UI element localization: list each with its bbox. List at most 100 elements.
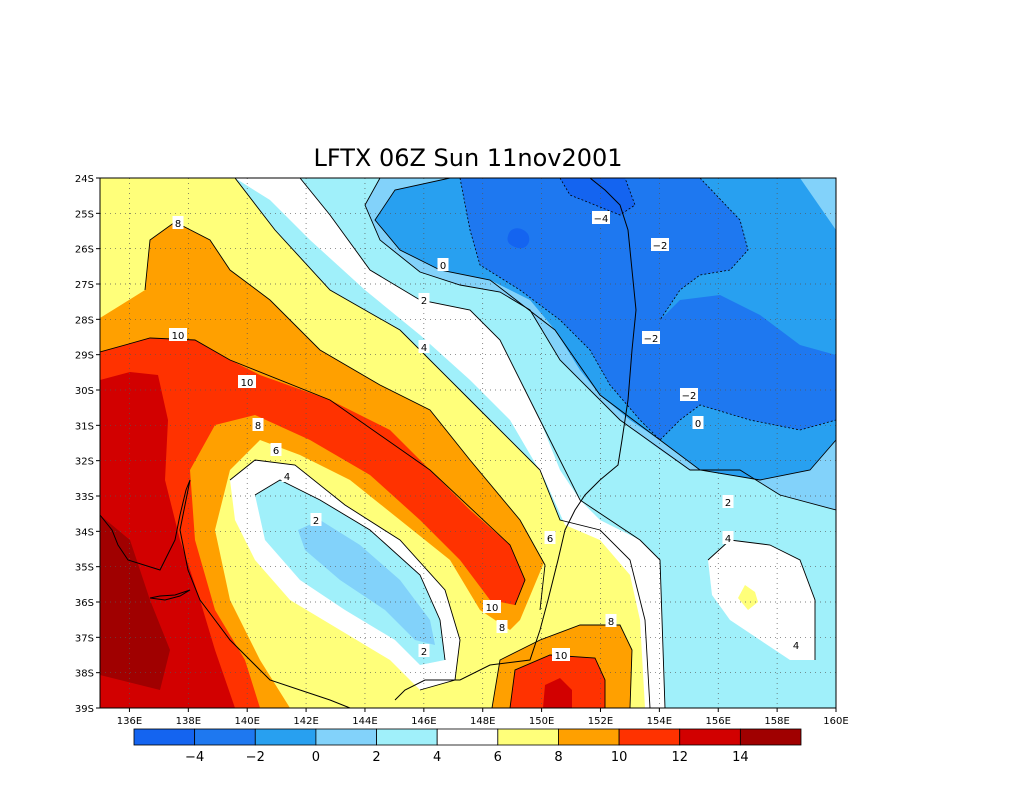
contour-label: 8 <box>255 421 261 432</box>
contour-label-bg <box>169 328 187 341</box>
field-white-east-bulge <box>708 540 815 660</box>
y-tick-label: 27S <box>75 280 94 291</box>
x-tick-label: 140E <box>234 716 259 727</box>
x-tick-label: 156E <box>706 716 731 727</box>
contour-lines-negative <box>459 178 836 441</box>
contour-label: 2 <box>313 516 319 527</box>
colorbar-label: −4 <box>185 750 204 765</box>
x-tick-label: 150E <box>529 716 554 727</box>
colorbar-label: 12 <box>671 750 688 765</box>
y-tick-label: 39S <box>75 704 94 715</box>
colorbar-label: 8 <box>554 750 562 765</box>
y-tick-label: 31S <box>75 421 94 432</box>
contour-2-inner <box>254 479 446 661</box>
y-tick-label: 33S <box>75 492 94 503</box>
contour-label-bg <box>496 620 508 633</box>
contour-label-bg <box>483 600 501 613</box>
field-deepblue-spot <box>507 228 530 249</box>
colorbar-swatch <box>133 728 196 746</box>
colorbar-swatch <box>315 728 377 746</box>
east-coast <box>394 178 637 701</box>
field-lightblue-inner <box>298 520 435 645</box>
contour-8-south <box>491 624 633 708</box>
contour-label-bg <box>642 331 660 344</box>
x-tick-label: 158E <box>764 716 789 727</box>
contour-label: 8 <box>175 219 181 230</box>
x-tick-label: 138E <box>176 716 201 727</box>
colorbar-swatch <box>376 728 438 746</box>
field-yellow-east-spot <box>738 585 758 610</box>
contour-10 <box>100 337 526 606</box>
contour-label: 6 <box>273 446 279 457</box>
contour-0 <box>374 178 836 481</box>
contour-6 <box>234 178 651 708</box>
contour-label-bg <box>252 418 264 431</box>
x-tick-label: 152E <box>588 716 613 727</box>
colorbar-swatch <box>618 728 681 746</box>
colorbar-label: 6 <box>494 750 502 765</box>
contour-neg2 <box>459 178 836 441</box>
y-tick-label: 24S <box>75 174 94 185</box>
contour-label: 0 <box>440 261 446 272</box>
contour-label: 4 <box>793 641 799 652</box>
colorbar: −4 −2 0 2 4 6 8 10 12 14 <box>133 728 802 765</box>
contour-10-south <box>509 654 606 708</box>
contour-label-bg <box>680 388 698 401</box>
y-tick-label: 32S <box>75 457 94 468</box>
y-tick-label: 28S <box>75 315 94 326</box>
colorbar-swatch <box>558 728 620 746</box>
field-darkblue-east <box>460 178 836 440</box>
colorbar-swatch <box>194 728 256 746</box>
colorbar-swatch <box>739 728 802 746</box>
contour-label-bg <box>418 340 430 353</box>
contour-label: 2 <box>421 296 427 307</box>
contour-label-bg <box>238 375 256 388</box>
x-axis: 136E 138E 140E 142E 144E 146E 148E 150E 152E 154E… <box>117 708 849 727</box>
y-tick-label: 37S <box>75 633 94 644</box>
x-tick-label: 148E <box>470 716 495 727</box>
y-tick-label: 36S <box>75 598 94 609</box>
contour-neg4 <box>559 178 636 216</box>
contour-4 <box>299 178 666 708</box>
y-tick-label: 38S <box>75 669 94 680</box>
contour-label: 10 <box>555 651 568 662</box>
contour-label: −2 <box>644 334 659 345</box>
contour-lines <box>100 178 836 708</box>
contour-label: −4 <box>594 214 609 225</box>
field-red-west <box>100 338 525 708</box>
contour-4-inner <box>229 459 461 691</box>
map-grid <box>100 178 836 708</box>
contour-label-bg <box>605 614 617 627</box>
colorbar-swatch <box>254 728 317 746</box>
contour-label-bg <box>592 211 610 224</box>
contour-label: 2 <box>725 498 731 509</box>
colorbar-swatch <box>497 728 559 746</box>
field-orange-west <box>100 222 545 708</box>
y-tick-label: 30S <box>75 386 94 397</box>
contour-label: 4 <box>725 534 731 545</box>
contour-label-bg <box>310 513 322 526</box>
y-tick-label: 29S <box>75 351 94 362</box>
x-tick-label: 154E <box>647 716 672 727</box>
x-tick-label: 160E <box>823 716 848 727</box>
coastline <box>100 178 637 708</box>
contour-label: 0 <box>695 419 701 430</box>
contour-label-bg <box>281 469 293 482</box>
x-tick-label: 136E <box>117 716 142 727</box>
contour-label-bg <box>418 644 430 657</box>
field-deepblue-east <box>560 178 635 215</box>
contour-2 <box>364 178 836 511</box>
contour-label: 4 <box>284 472 290 483</box>
contour-label-bg <box>651 238 669 251</box>
contour-label-bg <box>437 258 449 271</box>
contour-label-bg <box>270 443 282 456</box>
contour-label-bg <box>722 495 734 508</box>
x-tick-label: 144E <box>352 716 377 727</box>
contour-label-bg <box>692 416 704 429</box>
contour-label: 6 <box>547 534 553 545</box>
y-tick-label: 26S <box>75 245 94 256</box>
contour-label: 8 <box>608 617 614 628</box>
y-tick-label: 35S <box>75 563 94 574</box>
